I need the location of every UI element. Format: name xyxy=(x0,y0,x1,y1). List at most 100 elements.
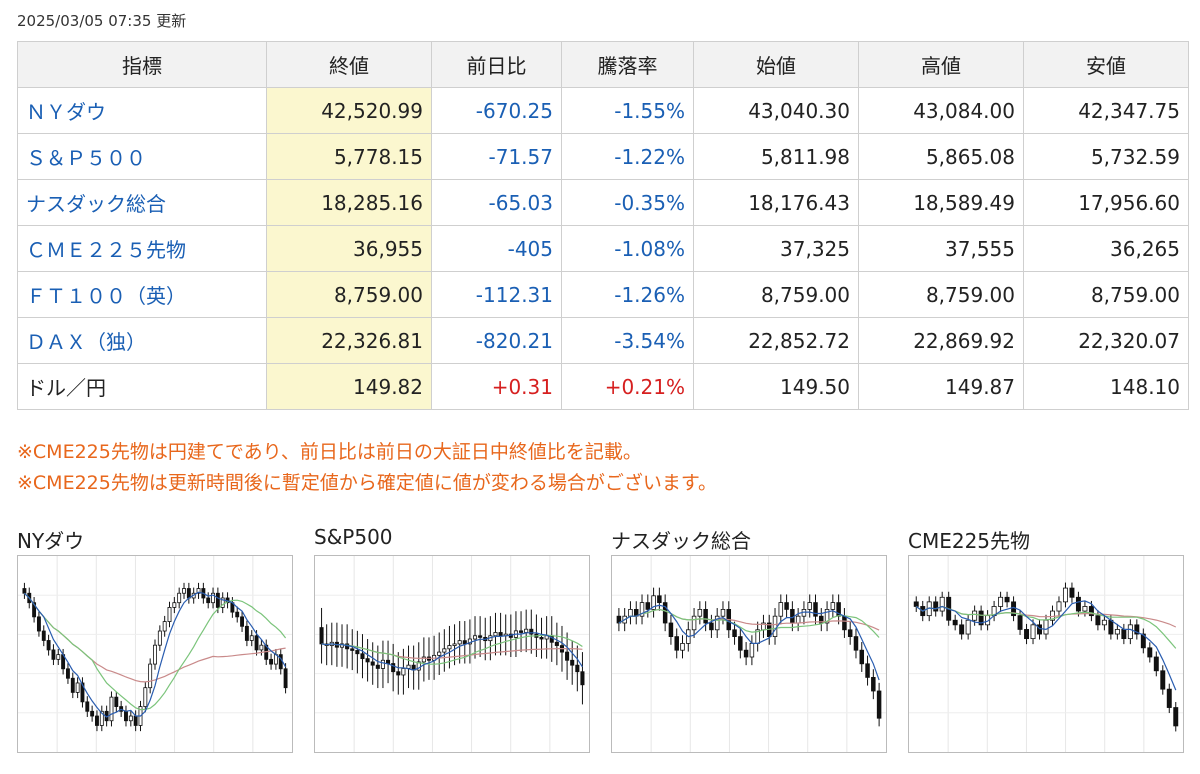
candle-body xyxy=(355,650,360,655)
candle-body xyxy=(375,664,380,669)
candle-body xyxy=(1101,619,1107,626)
mini-chart-nydow[interactable] xyxy=(17,555,293,753)
candle-body xyxy=(639,602,645,617)
close-value: 8,759.00 xyxy=(266,271,432,318)
candle-body xyxy=(807,602,812,610)
candle-body xyxy=(524,628,529,633)
candle-body xyxy=(1127,624,1133,640)
candle-body xyxy=(472,635,478,640)
candle-body xyxy=(720,609,726,617)
table-row: ＦＴ１００（英） 8,759.00 -112.31 -1.26% 8,759.0… xyxy=(17,271,1189,318)
candle-body xyxy=(1030,624,1036,640)
candle-body xyxy=(370,661,375,666)
note-cme-yen-basis: ※CME225先物は円建てであり、前日比は前日の大証日中終値比を記載。 xyxy=(17,441,642,463)
change-rate-value: -1.55% xyxy=(561,87,694,134)
high-value: 43,084.00 xyxy=(858,87,1024,134)
candle-body xyxy=(1140,633,1146,649)
candle-body xyxy=(871,677,876,692)
mini-chart-nasdaq[interactable] xyxy=(611,555,887,753)
open-value: 149.50 xyxy=(693,363,859,410)
change-rate-value: -0.35% xyxy=(561,179,694,226)
candle-body xyxy=(1043,619,1049,635)
candle-body xyxy=(339,643,345,648)
candle-body xyxy=(554,641,559,646)
header-open: 始値 xyxy=(693,41,859,88)
candle-body xyxy=(259,644,264,651)
indicator-link-ft100[interactable]: ＦＴ１００（英） xyxy=(17,271,267,318)
candle-body xyxy=(709,622,714,631)
candle-body xyxy=(1108,619,1114,635)
candle-body xyxy=(360,653,365,660)
candle-body xyxy=(876,690,882,719)
moving-average-mid xyxy=(321,634,583,665)
close-value: 22,326.81 xyxy=(266,317,432,364)
candle-body xyxy=(478,635,483,638)
market-quotes-table: 指標 終値 前日比 騰落率 始値 高値 安値 ＮＹダウ 42,520.99 -6… xyxy=(17,41,1189,410)
candle-body xyxy=(396,671,401,676)
candle-body xyxy=(1147,647,1153,658)
candle-body xyxy=(1088,606,1094,617)
low-value: 148.10 xyxy=(1023,363,1189,410)
candle-body xyxy=(1121,629,1127,640)
candle-body xyxy=(148,663,153,689)
candle-body xyxy=(1166,688,1172,708)
open-value: 18,176.43 xyxy=(693,179,859,226)
header-close: 終値 xyxy=(266,41,432,88)
candle-body xyxy=(714,615,720,631)
candle-body xyxy=(462,640,467,645)
candle-body xyxy=(36,616,41,632)
candle-body xyxy=(153,644,157,665)
candle-body xyxy=(128,715,133,722)
indicator-link-sp500[interactable]: Ｓ＆Ｐ５００ xyxy=(17,133,267,180)
low-value: 42,347.75 xyxy=(1023,87,1189,134)
header-high: 高値 xyxy=(858,41,1024,88)
change-value: -820.21 xyxy=(431,317,562,364)
candle-body xyxy=(519,630,524,633)
candle-body xyxy=(70,677,75,693)
indicator-link-dax[interactable]: ＤＡＸ（独） xyxy=(17,317,267,364)
chart-title-nasdaq[interactable]: ナスダック総合 xyxy=(611,529,751,553)
candle-body xyxy=(657,595,662,603)
candle-body xyxy=(842,615,847,631)
open-value: 37,325 xyxy=(693,225,859,272)
candle-body xyxy=(959,624,965,635)
candle-body xyxy=(143,687,148,707)
indicator-link-nasdaq[interactable]: ナスダック総合 xyxy=(17,179,267,226)
table-row: Ｓ＆Ｐ５００ 5,778.15 -71.57 -1.22% 5,811.98 5… xyxy=(17,133,1189,180)
open-value: 5,811.98 xyxy=(693,133,859,180)
table-row: ＤＡＸ（独） 22,326.81 -820.21 -3.54% 22,852.7… xyxy=(17,317,1189,364)
indicator-link-nydow[interactable]: ＮＹダウ xyxy=(17,87,267,134)
low-value: 5,732.59 xyxy=(1023,133,1189,180)
candle-body xyxy=(41,630,46,641)
mini-chart-sp500[interactable] xyxy=(314,555,590,753)
candle-body xyxy=(645,602,651,610)
candle-body xyxy=(697,609,703,617)
chart-title-sp500[interactable]: S&P500 xyxy=(314,525,393,549)
mini-chart-cme225[interactable] xyxy=(908,555,1184,753)
close-value: 18,285.16 xyxy=(266,179,432,226)
change-value: +0.31 xyxy=(431,363,562,410)
chart-title-nydow[interactable]: NYダウ xyxy=(17,529,85,553)
indicator-link-cme225[interactable]: ＣＭＥ２２５先物 xyxy=(17,225,267,272)
candle-body xyxy=(498,632,503,637)
low-value: 17,956.60 xyxy=(1023,179,1189,226)
candle-body xyxy=(249,635,254,641)
candle-body xyxy=(830,602,836,610)
candle-body xyxy=(978,610,984,626)
candle-body xyxy=(732,629,737,638)
candle-body xyxy=(939,596,945,612)
candle-body xyxy=(1024,629,1030,640)
open-value: 43,040.30 xyxy=(693,87,859,134)
moving-average-mid xyxy=(618,608,880,638)
candle-body xyxy=(196,588,201,594)
candle-body xyxy=(85,701,90,712)
candle-body xyxy=(819,615,824,624)
candle-body xyxy=(244,625,249,641)
chart-title-cme225[interactable]: CME225先物 xyxy=(908,529,1031,553)
candle-body xyxy=(114,696,119,707)
change-value: -670.25 xyxy=(431,87,562,134)
moving-average-short xyxy=(915,600,1177,691)
change-rate-value: -1.08% xyxy=(561,225,694,272)
moving-average-short xyxy=(321,632,583,671)
candle-body xyxy=(95,715,99,726)
